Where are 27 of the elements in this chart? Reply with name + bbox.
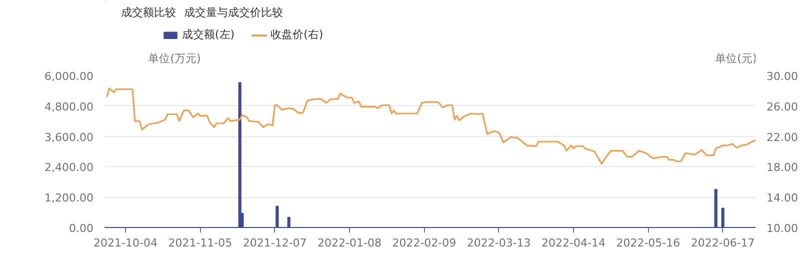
y2-tick-label: 14.00 bbox=[766, 192, 798, 205]
y-tick-label: 0.00 bbox=[69, 222, 94, 235]
y-tick-label: 6,000.00 bbox=[44, 70, 94, 83]
x-tick-label: 2021-11-05 bbox=[168, 236, 232, 250]
y-tick-label: 2,400.00 bbox=[44, 161, 94, 174]
x-tick-label: 2022-05-16 bbox=[616, 236, 680, 250]
y-tick-label: 4,800.00 bbox=[44, 100, 94, 114]
y-tick-label: 1,200.00 bbox=[44, 192, 94, 205]
legend-label: 收盘价(右) bbox=[270, 27, 324, 42]
x-tick-label: 2021-10-04 bbox=[94, 236, 158, 250]
y-axis-title: 单位(万元) bbox=[148, 52, 201, 65]
line-series bbox=[106, 88, 756, 164]
y2-tick-label: 26.00 bbox=[766, 100, 798, 114]
x-tick-label: 2022-02-09 bbox=[392, 236, 456, 250]
text: 成交额比较 bbox=[120, 6, 176, 19]
y2-tick-label: 30.00 bbox=[766, 70, 798, 83]
x-tick-label: 2022-03-13 bbox=[466, 236, 531, 250]
legend-label: 成交额(左) bbox=[182, 27, 235, 42]
y2-tick-label: 22.00 bbox=[766, 130, 798, 144]
x-tick-label: 2022-01-08 bbox=[318, 236, 382, 250]
y2-tick-label: 10.00 bbox=[766, 222, 798, 235]
x-tick-label: 2022-04-14 bbox=[542, 236, 606, 250]
y-tick-label: 3,600.00 bbox=[44, 130, 94, 144]
x-tick-label: 2022-06-17 bbox=[690, 236, 755, 250]
text: 成交量与成交价比较 bbox=[184, 6, 284, 19]
y2-tick-label: 18.00 bbox=[766, 161, 798, 174]
x-tick-label: 2021-12-07 bbox=[242, 236, 307, 250]
